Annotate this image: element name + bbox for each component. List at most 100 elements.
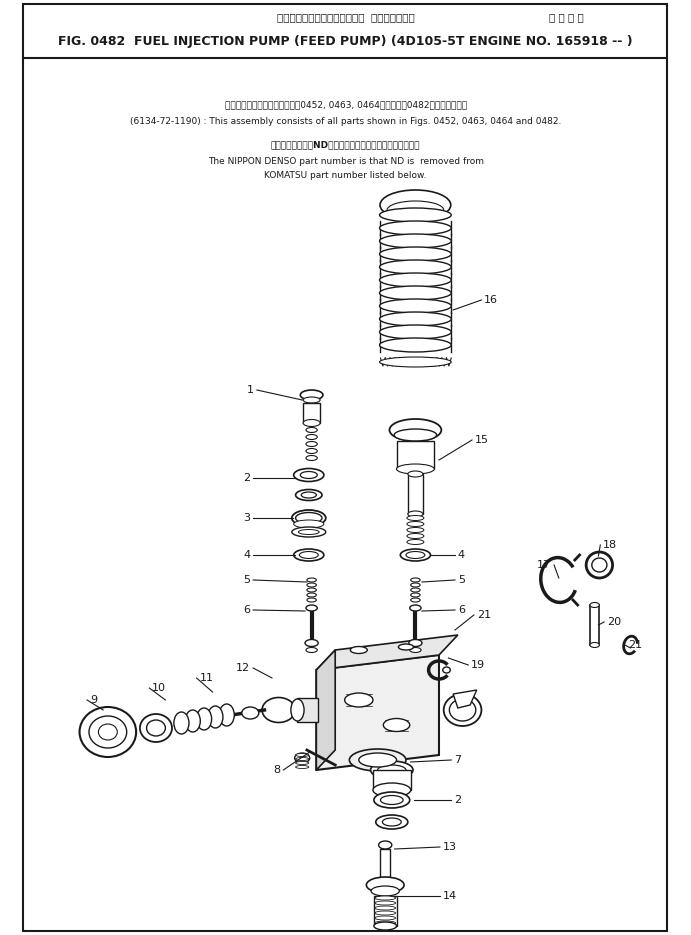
Text: The NIPPON DENSO part number is that ND is  removed from: The NIPPON DENSO part number is that ND … xyxy=(207,156,484,165)
Text: 19: 19 xyxy=(471,660,485,670)
Text: 5: 5 xyxy=(458,575,465,585)
Ellipse shape xyxy=(409,640,422,646)
Ellipse shape xyxy=(301,390,323,400)
Ellipse shape xyxy=(307,578,316,582)
Ellipse shape xyxy=(303,397,320,403)
Ellipse shape xyxy=(374,922,397,930)
Bar xyxy=(408,474,423,514)
Text: (6134-72-1190) : This assembly consists of all parts shown in Figs. 0452, 0463, : (6134-72-1190) : This assembly consists … xyxy=(130,118,561,126)
Ellipse shape xyxy=(294,520,324,528)
Ellipse shape xyxy=(296,512,322,524)
Ellipse shape xyxy=(306,441,317,447)
Ellipse shape xyxy=(196,708,211,730)
Ellipse shape xyxy=(410,583,420,587)
Ellipse shape xyxy=(407,527,424,533)
Ellipse shape xyxy=(379,357,451,367)
Text: フェルインジェクションポンプ  フィードポンプ: フェルインジェクションポンプ フィードポンプ xyxy=(276,12,415,22)
Ellipse shape xyxy=(410,588,420,592)
Ellipse shape xyxy=(307,588,316,592)
Polygon shape xyxy=(453,690,477,708)
Ellipse shape xyxy=(410,578,420,582)
Ellipse shape xyxy=(394,429,437,441)
Ellipse shape xyxy=(379,286,451,300)
Ellipse shape xyxy=(375,901,395,905)
Ellipse shape xyxy=(79,707,136,757)
Text: 6: 6 xyxy=(243,605,250,615)
Text: 2: 2 xyxy=(243,473,250,483)
Ellipse shape xyxy=(294,753,310,763)
Ellipse shape xyxy=(374,792,410,808)
Ellipse shape xyxy=(375,911,395,915)
Text: 4: 4 xyxy=(243,550,250,560)
Ellipse shape xyxy=(242,707,259,719)
Bar xyxy=(373,770,410,790)
Ellipse shape xyxy=(379,312,451,326)
Ellipse shape xyxy=(408,511,423,517)
Ellipse shape xyxy=(366,877,404,893)
Ellipse shape xyxy=(301,471,317,479)
Text: 10: 10 xyxy=(152,683,166,693)
Ellipse shape xyxy=(397,464,434,474)
Ellipse shape xyxy=(371,886,399,896)
Ellipse shape xyxy=(299,529,319,535)
Ellipse shape xyxy=(174,712,189,734)
Ellipse shape xyxy=(373,783,410,797)
Ellipse shape xyxy=(410,648,421,653)
Ellipse shape xyxy=(301,492,316,498)
Ellipse shape xyxy=(399,644,413,650)
Ellipse shape xyxy=(146,720,165,736)
Ellipse shape xyxy=(387,201,444,219)
Text: 適 用 号 機: 適 用 号 機 xyxy=(549,12,584,22)
Ellipse shape xyxy=(306,605,317,611)
Text: 4: 4 xyxy=(458,550,465,560)
Ellipse shape xyxy=(407,534,424,539)
Ellipse shape xyxy=(381,796,403,804)
Ellipse shape xyxy=(296,761,309,765)
Ellipse shape xyxy=(410,605,421,611)
Ellipse shape xyxy=(375,921,395,925)
Ellipse shape xyxy=(586,552,612,578)
Ellipse shape xyxy=(379,273,451,287)
Bar xyxy=(590,605,599,645)
Ellipse shape xyxy=(98,724,117,740)
Ellipse shape xyxy=(359,753,397,767)
Text: 18: 18 xyxy=(603,540,617,550)
Ellipse shape xyxy=(296,490,322,500)
Text: 17: 17 xyxy=(537,560,551,570)
Ellipse shape xyxy=(305,640,319,646)
Ellipse shape xyxy=(375,896,395,900)
Ellipse shape xyxy=(307,598,316,602)
Ellipse shape xyxy=(294,468,324,482)
Ellipse shape xyxy=(140,714,172,742)
Bar xyxy=(381,849,390,879)
Bar xyxy=(297,698,319,722)
Text: 20: 20 xyxy=(607,617,621,627)
Ellipse shape xyxy=(208,706,223,728)
Ellipse shape xyxy=(379,221,451,235)
Bar xyxy=(397,441,434,469)
Bar xyxy=(374,896,397,926)
Text: 8: 8 xyxy=(274,765,281,775)
Ellipse shape xyxy=(407,515,424,521)
Ellipse shape xyxy=(350,749,406,771)
Ellipse shape xyxy=(407,539,424,544)
Ellipse shape xyxy=(379,325,451,339)
Text: 6: 6 xyxy=(458,605,465,615)
Ellipse shape xyxy=(307,583,316,587)
Ellipse shape xyxy=(296,757,309,760)
Ellipse shape xyxy=(444,694,482,726)
Ellipse shape xyxy=(306,455,317,461)
Text: 7: 7 xyxy=(454,755,461,765)
Text: 13: 13 xyxy=(443,842,457,852)
Ellipse shape xyxy=(410,593,420,597)
Text: このアセンブリの構成部品は第0452, 0463, 0464図および第0482図を含みます。: このアセンブリの構成部品は第0452, 0463, 0464図および第0482図… xyxy=(225,100,466,109)
Ellipse shape xyxy=(407,522,424,526)
Ellipse shape xyxy=(306,449,317,453)
Text: 5: 5 xyxy=(243,575,250,585)
Ellipse shape xyxy=(406,552,425,558)
Text: 2: 2 xyxy=(454,795,461,805)
Ellipse shape xyxy=(379,234,451,248)
Ellipse shape xyxy=(296,754,309,756)
Bar xyxy=(303,403,320,423)
Ellipse shape xyxy=(379,841,392,849)
